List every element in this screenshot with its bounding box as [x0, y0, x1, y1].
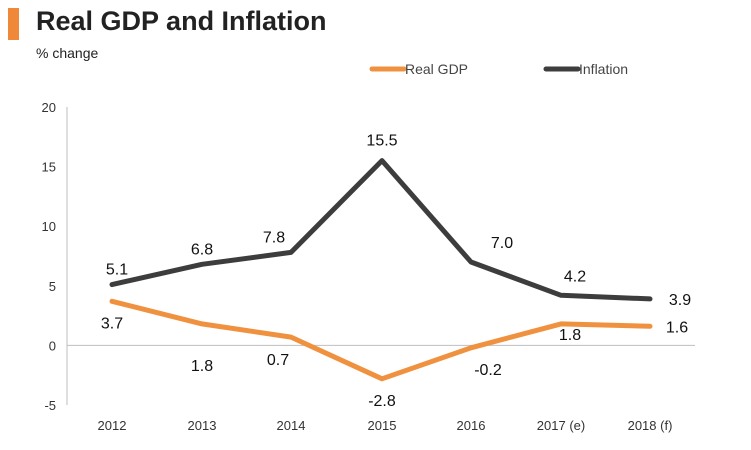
x-tick-label: 2014: [277, 418, 306, 433]
data-label-real-gdp: 3.7: [101, 315, 123, 332]
data-point-real-gdp: [559, 322, 563, 326]
data-label-inflation: 7.0: [491, 235, 513, 252]
y-tick-label: 15: [42, 160, 56, 175]
y-tick-label: 5: [49, 279, 56, 294]
data-point-real-gdp: [289, 335, 293, 339]
y-tick-label: 20: [42, 100, 56, 115]
data-point-inflation: [200, 262, 204, 266]
data-label-inflation: 7.8: [263, 229, 285, 246]
chart-title: Real GDP and Inflation: [36, 6, 327, 36]
data-point-inflation: [559, 293, 563, 297]
legend: Real GDP Inflation: [369, 61, 628, 77]
data-label-inflation: 5.1: [106, 262, 128, 279]
data-point-inflation: [648, 297, 652, 301]
data-point-real-gdp: [648, 324, 652, 328]
data-point-real-gdp: [110, 299, 114, 303]
x-tick-label: 2012: [98, 418, 127, 433]
y-axis-unit-label: % change: [36, 45, 99, 61]
data-point-real-gdp: [200, 322, 204, 326]
data-label-real-gdp: -0.2: [474, 362, 502, 379]
x-tick-label: 2017 (e): [537, 418, 585, 433]
x-tick-label: 2015: [368, 418, 397, 433]
data-label-real-gdp: 1.6: [666, 319, 688, 336]
data-label-inflation: 15.5: [366, 133, 397, 150]
legend-label-inflation: Inflation: [579, 61, 628, 77]
data-point-inflation: [110, 283, 114, 287]
data-label-real-gdp: -2.8: [368, 393, 396, 410]
y-tick-label: 10: [42, 219, 56, 234]
data-point-inflation: [469, 260, 473, 264]
x-tick-label: 2013: [188, 418, 217, 433]
data-label-real-gdp: 0.7: [267, 352, 289, 369]
data-label-inflation: 6.8: [191, 241, 213, 258]
x-tick-label: 2016: [457, 418, 486, 433]
data-label-inflation: 4.2: [564, 268, 586, 285]
data-point-inflation: [289, 250, 293, 254]
title-accent-bar: [8, 8, 19, 40]
data-label-real-gdp: 1.8: [191, 358, 213, 375]
data-point-real-gdp: [380, 377, 384, 381]
y-tick-label: 0: [49, 338, 56, 353]
y-tick-label: -5: [44, 398, 56, 413]
data-point-inflation: [380, 159, 384, 163]
data-point-real-gdp: [469, 346, 473, 350]
data-label-inflation: 3.9: [669, 292, 691, 309]
x-tick-label: 2018 (f): [628, 418, 673, 433]
data-label-real-gdp: 1.8: [559, 327, 581, 344]
legend-label-real-gdp: Real GDP: [405, 61, 468, 77]
